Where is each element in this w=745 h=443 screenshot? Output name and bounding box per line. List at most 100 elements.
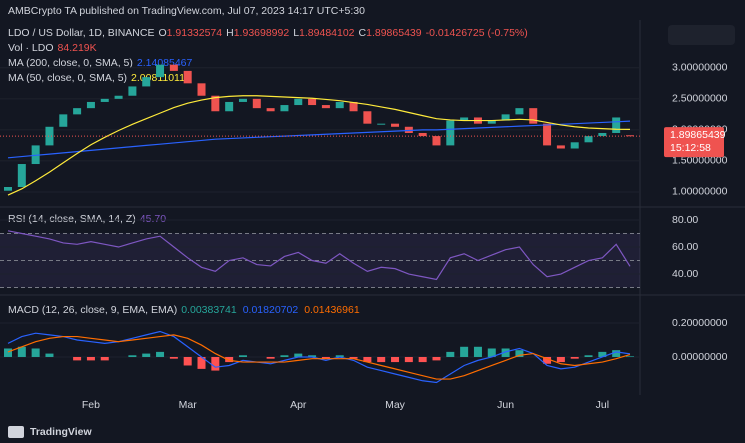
histogram-bar: [391, 356, 400, 363]
y-tick-label: 0.00000000: [672, 351, 728, 363]
candle: [31, 145, 40, 165]
legend: LDO / US Dollar, 1D, BINANCE O1.91332574 H…: [8, 27, 528, 39]
candle: [446, 120, 455, 146]
histogram-bar: [612, 350, 621, 357]
candle: [86, 101, 95, 109]
candle: [404, 126, 413, 133]
candle: [349, 101, 358, 112]
moving-average: [7, 95, 631, 196]
candle: [598, 132, 607, 137]
volume-legend: Vol · LDO 84.219K: [8, 42, 97, 54]
histogram-bar: [404, 356, 413, 363]
candle: [73, 108, 82, 115]
candle: [4, 186, 12, 191]
histogram-bar: [501, 348, 510, 357]
price-label: 1.89865439: [670, 129, 726, 141]
candle: [252, 98, 261, 109]
histogram-bar: [100, 356, 109, 361]
histogram-bar: [197, 356, 206, 369]
footer-logo: TradingView: [30, 426, 92, 438]
candle: [570, 142, 579, 149]
x-tick-label: Jul: [596, 399, 609, 411]
x-tick-label: Apr: [290, 399, 307, 411]
candle: [17, 164, 26, 187]
y-tick-label: 1.50000000: [672, 155, 728, 167]
histogram-bar: [128, 355, 137, 357]
y-tick-label: 2.50000000: [672, 93, 728, 105]
candle: [142, 77, 151, 87]
histogram-bar: [238, 355, 247, 357]
histogram-bar: [280, 355, 289, 357]
histogram-bar: [432, 356, 441, 361]
histogram-bar: [473, 346, 482, 357]
candle: [418, 132, 427, 137]
candle: [59, 114, 68, 127]
candle: [114, 95, 123, 99]
histogram-bar: [321, 356, 330, 359]
candle: [612, 117, 621, 133]
candle: [156, 64, 165, 78]
histogram-bar: [169, 356, 178, 359]
candle: [280, 105, 289, 112]
candle: [308, 98, 317, 106]
candle: [294, 98, 303, 106]
candle: [515, 108, 524, 115]
candle: [100, 98, 109, 102]
rsi-band: [0, 233, 640, 288]
candle: [335, 101, 344, 109]
histogram-bar: [45, 353, 54, 357]
histogram-bar: [556, 356, 565, 363]
histogram-bar: [211, 356, 220, 371]
y-tick-label: 40.00: [672, 268, 698, 280]
logo-icon: [8, 426, 24, 438]
histogram-bar: [86, 356, 95, 361]
histogram-bar: [183, 356, 192, 366]
histogram-bar: [156, 351, 165, 357]
histogram-bar: [73, 356, 82, 361]
candle: [183, 70, 192, 84]
macd-legend: MACD (12, 26, close, 9, EMA, EMA) 0.00383…: [8, 304, 360, 316]
histogram-bar: [570, 356, 579, 359]
candle: [391, 123, 400, 127]
countdown: 15:12:58: [670, 142, 711, 154]
y-tick-label: 0.20000000: [672, 317, 728, 329]
histogram-bar: [142, 353, 151, 357]
ma-legend: MA (200, close, 0, SMA, 5) 2.14085467: [8, 57, 193, 69]
y-tick-label: 3.00000000: [672, 62, 728, 74]
histogram-bar: [266, 356, 275, 359]
button[interactable]: [668, 25, 735, 45]
candle: [225, 101, 234, 112]
histogram-bar: [31, 348, 40, 357]
histogram-bar: [308, 355, 317, 357]
histogram-bar: [4, 348, 12, 357]
candle: [584, 136, 593, 143]
x-tick-label: May: [385, 399, 406, 411]
histogram-bar: [418, 356, 427, 363]
histogram-bar: [363, 356, 372, 363]
histogram-bar: [460, 346, 469, 357]
histogram-bar: [17, 346, 26, 357]
candle: [529, 108, 538, 124]
candle: [128, 86, 137, 96]
candle: [460, 117, 469, 121]
candle: [363, 111, 372, 124]
histogram-bar: [349, 356, 358, 359]
candle: [543, 123, 552, 146]
histogram-bar: [377, 356, 386, 363]
y-tick-label: 60.00: [672, 241, 698, 253]
candle: [487, 120, 496, 124]
histogram-bar: [543, 356, 552, 364]
candle: [556, 145, 565, 149]
candle: [197, 83, 206, 96]
price-box: [664, 127, 724, 158]
candle: [321, 105, 330, 109]
candle: [211, 95, 220, 112]
x-tick-label: Mar: [179, 399, 198, 411]
histogram-bar: [225, 356, 234, 363]
candle: [266, 108, 275, 112]
candle: [238, 98, 247, 102]
histogram-bar: [446, 351, 455, 357]
x-tick-label: Feb: [82, 399, 100, 411]
